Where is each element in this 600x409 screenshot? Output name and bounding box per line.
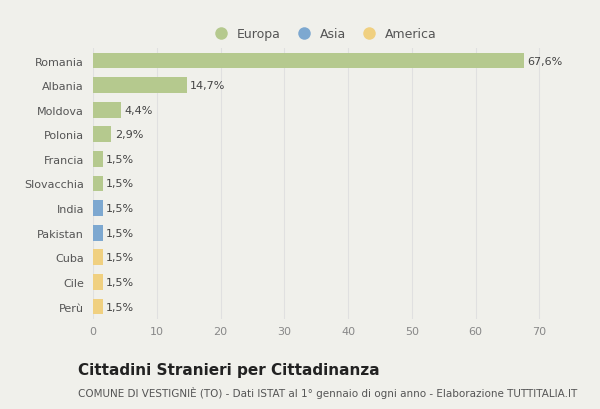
- Text: Cittadini Stranieri per Cittadinanza: Cittadini Stranieri per Cittadinanza: [78, 362, 380, 377]
- Text: 1,5%: 1,5%: [106, 302, 134, 312]
- Text: 14,7%: 14,7%: [190, 81, 225, 91]
- Text: COMUNE DI VESTIGNIÈ (TO) - Dati ISTAT al 1° gennaio di ogni anno - Elaborazione : COMUNE DI VESTIGNIÈ (TO) - Dati ISTAT al…: [78, 387, 577, 398]
- Text: 1,5%: 1,5%: [106, 253, 134, 263]
- Bar: [93, 299, 103, 315]
- Bar: [93, 78, 187, 94]
- Bar: [93, 176, 103, 192]
- Bar: [93, 151, 103, 168]
- Text: 1,5%: 1,5%: [106, 179, 134, 189]
- Bar: [93, 102, 121, 119]
- Text: 1,5%: 1,5%: [106, 228, 134, 238]
- Text: 1,5%: 1,5%: [106, 277, 134, 287]
- Legend: Europa, Asia, America: Europa, Asia, America: [203, 23, 442, 46]
- Text: 1,5%: 1,5%: [106, 155, 134, 164]
- Text: 2,9%: 2,9%: [115, 130, 143, 140]
- Bar: [93, 225, 103, 241]
- Text: 67,6%: 67,6%: [527, 56, 562, 66]
- Bar: [93, 249, 103, 266]
- Text: 4,4%: 4,4%: [124, 106, 152, 115]
- Bar: [93, 53, 524, 69]
- Bar: [93, 274, 103, 290]
- Text: 1,5%: 1,5%: [106, 204, 134, 213]
- Bar: [93, 127, 112, 143]
- Bar: [93, 200, 103, 217]
